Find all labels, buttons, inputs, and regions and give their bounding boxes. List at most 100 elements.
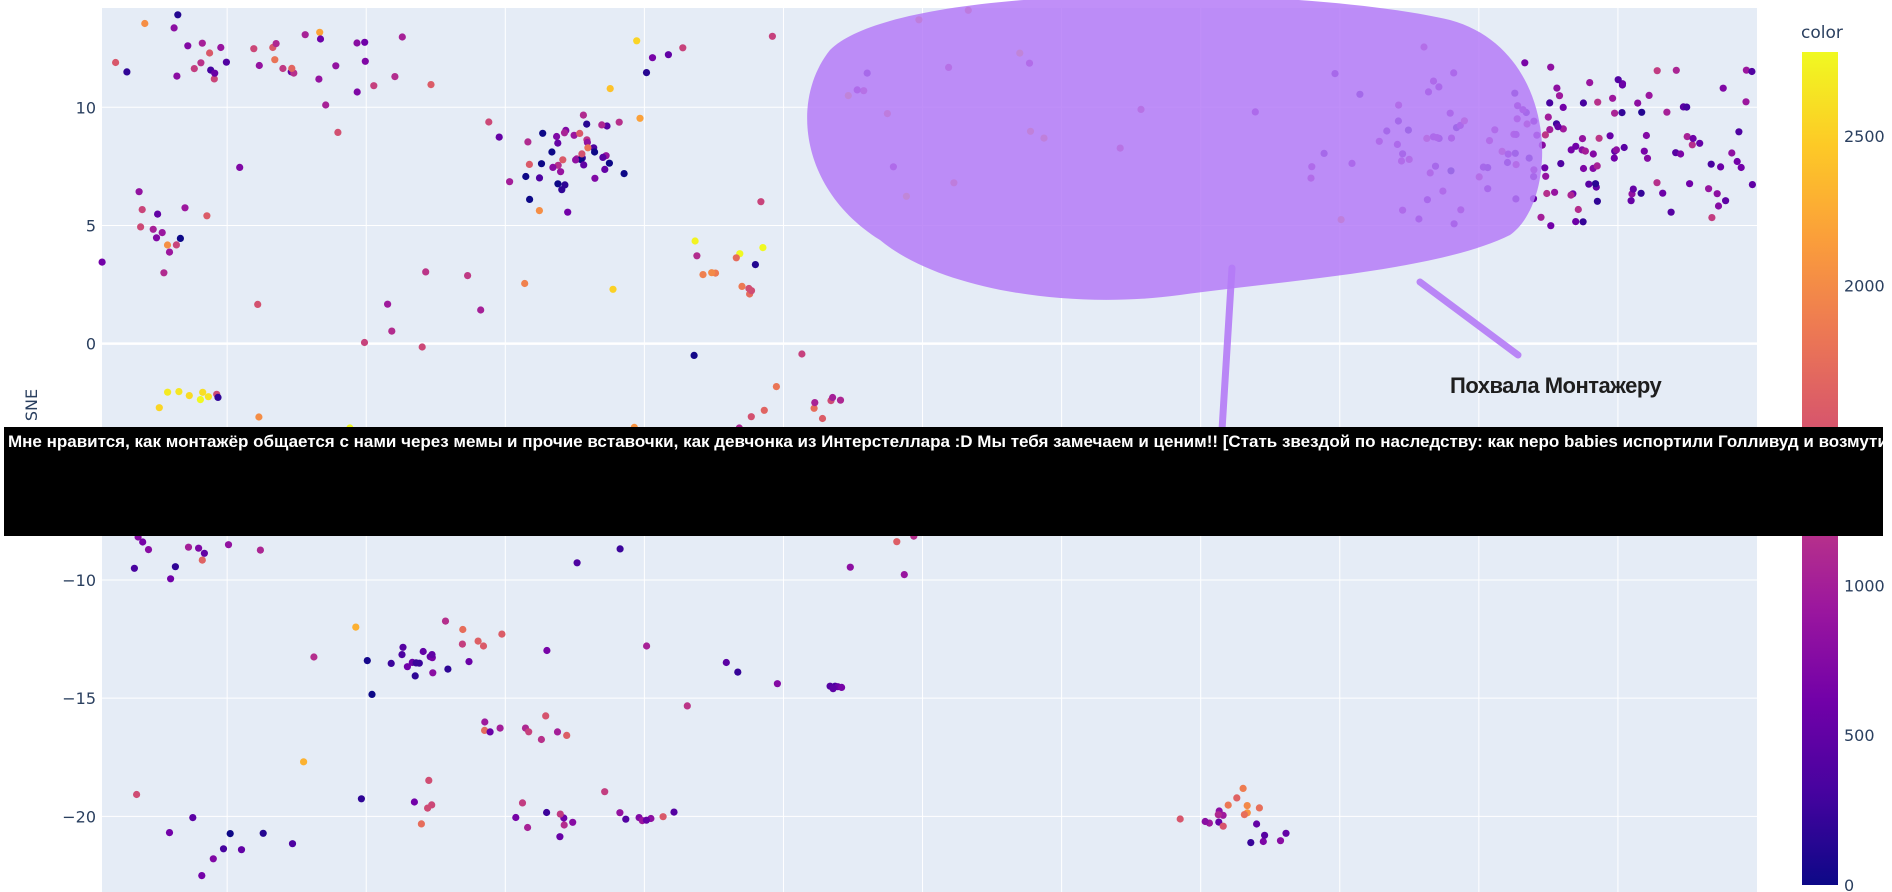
data-point [683, 702, 691, 710]
data-point [361, 57, 369, 65]
data-point [391, 73, 399, 81]
data-point [1593, 162, 1601, 170]
data-point [198, 39, 206, 47]
data-point [554, 139, 562, 147]
data-point [560, 129, 569, 137]
data-point [479, 642, 488, 650]
data-point [1735, 128, 1743, 136]
data-point [693, 252, 701, 260]
data-point [537, 160, 546, 168]
data-point [1581, 147, 1589, 155]
data-point [198, 556, 206, 564]
data-point [165, 829, 174, 837]
data-point [352, 623, 360, 631]
data-point [144, 546, 153, 554]
data-point [1579, 218, 1587, 226]
data-point [1742, 98, 1750, 106]
data-point [1572, 218, 1580, 226]
data-point [1713, 190, 1721, 198]
data-point [518, 799, 527, 807]
data-point [560, 821, 568, 829]
data-point [412, 659, 420, 667]
data-point [745, 284, 753, 293]
data-point [310, 653, 318, 661]
data-point [1672, 66, 1680, 74]
data-point [576, 129, 584, 137]
data-point [577, 156, 585, 164]
data-point [1728, 149, 1736, 157]
data-point [135, 188, 143, 196]
data-point [368, 690, 376, 699]
data-point [133, 790, 141, 799]
data-point [708, 269, 716, 277]
data-point [288, 840, 297, 848]
data-point [384, 300, 392, 308]
data-point [1595, 134, 1603, 142]
data-point [256, 546, 264, 554]
y-tick-label: 0 [86, 335, 96, 354]
data-point [428, 651, 436, 659]
data-point [659, 813, 667, 821]
data-point [357, 795, 365, 803]
data-point [427, 81, 435, 89]
data-point [199, 388, 207, 396]
data-point [316, 35, 325, 43]
data-point [535, 174, 544, 182]
data-point [1579, 164, 1588, 173]
data-point [1554, 123, 1562, 131]
data-point [606, 85, 614, 93]
annotation-pointer-line [1218, 264, 1236, 434]
data-point [1546, 99, 1554, 107]
data-point [219, 845, 228, 853]
y-tick-labels: 10 5 0 −10 −15 −20 [62, 98, 96, 826]
data-point [211, 69, 219, 77]
data-point [255, 413, 263, 421]
data-point [1653, 67, 1661, 75]
data-point [334, 128, 342, 136]
data-point [160, 269, 168, 277]
data-point [170, 24, 178, 32]
data-point [481, 726, 489, 735]
data-point [616, 545, 624, 553]
data-point [1559, 103, 1567, 111]
data-point [1547, 222, 1555, 230]
data-point [1748, 67, 1756, 76]
y-tick-label: 10 [76, 98, 96, 117]
data-point [181, 204, 189, 212]
data-point [155, 404, 163, 412]
data-point [209, 855, 217, 863]
data-point [1737, 163, 1745, 172]
data-point [1642, 131, 1650, 140]
data-point [679, 44, 687, 52]
data-point [164, 388, 172, 396]
data-point [259, 829, 267, 837]
data-point [315, 75, 323, 83]
data-point [759, 244, 767, 252]
data-point [633, 37, 641, 45]
data-point [1261, 831, 1269, 839]
data-point [332, 62, 340, 70]
data-point [1214, 811, 1222, 819]
data-point [609, 285, 617, 293]
data-point [399, 643, 407, 651]
data-point [580, 161, 588, 169]
data-point [579, 111, 588, 119]
data-point [195, 544, 203, 552]
data-point [1606, 132, 1614, 140]
data-point [732, 254, 740, 262]
data-point [810, 404, 818, 412]
data-point [217, 43, 225, 52]
data-point [465, 658, 473, 666]
data-point [158, 229, 166, 237]
data-point [141, 19, 149, 28]
data-point [1233, 794, 1241, 802]
data-point [1201, 817, 1209, 826]
data-point [388, 327, 396, 335]
data-point [214, 393, 222, 401]
data-point [429, 669, 437, 677]
data-point [757, 198, 765, 206]
data-point [165, 248, 174, 256]
data-point [622, 815, 630, 823]
data-point [561, 181, 569, 189]
data-point [591, 148, 599, 156]
